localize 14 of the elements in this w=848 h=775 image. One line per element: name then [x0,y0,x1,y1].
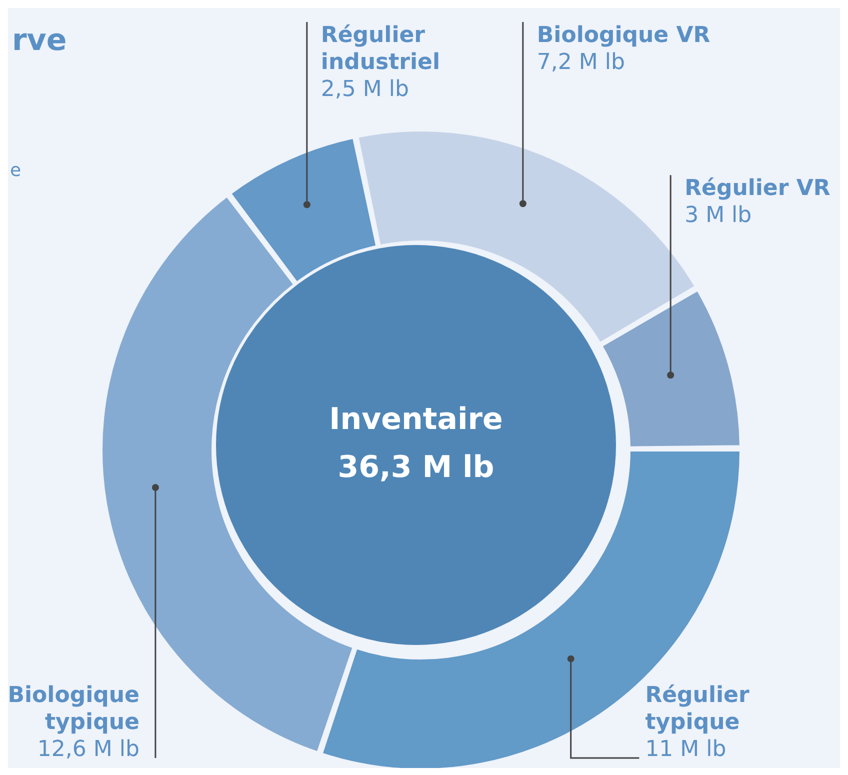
data-label: 7,2 M lb [536,50,625,75]
slice-label: Biologique VR [536,23,710,48]
chart-title: rve [12,23,67,58]
data-label: 11 M lb [645,737,726,762]
data-label: 12,6 M lb [37,737,140,762]
data-label: 3 M lb [684,203,752,228]
text: e [10,160,22,181]
slice-label: Régulier industriel [320,23,440,75]
data-label: 2,5 M lb [320,77,409,102]
text: Inventaire [329,402,503,437]
slice-label: Régulier VR [684,176,830,202]
slice-label: Biologique typique [8,683,140,735]
slice-label: Régulier typique [645,683,750,735]
text: 36,3 M lb [338,450,494,485]
